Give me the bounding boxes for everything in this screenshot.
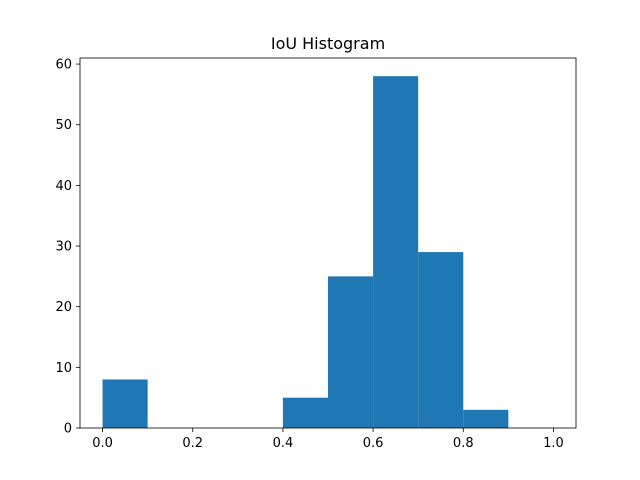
- x-tick-label: 1.0: [543, 436, 564, 451]
- histogram-bar: [463, 409, 509, 428]
- histogram-bars: [102, 76, 509, 429]
- y-axis: 0 10 20 30 40 50 60: [55, 58, 80, 437]
- x-tick-label: 0.0: [92, 436, 113, 451]
- histogram-bar: [102, 379, 148, 428]
- x-tick-label: 0.4: [273, 436, 294, 451]
- x-tick-label: 0.8: [453, 436, 474, 451]
- histogram-bar: [328, 276, 374, 428]
- x-axis: 0.0 0.2 0.4 0.6 0.8 1.0: [92, 428, 564, 451]
- x-tick-label: 0.2: [182, 436, 203, 451]
- x-tick-label: 0.6: [363, 436, 384, 451]
- y-tick-label: 60: [55, 58, 72, 73]
- y-tick-label: 30: [55, 240, 72, 255]
- y-tick-label: 20: [55, 300, 72, 315]
- histogram-bar: [282, 397, 328, 428]
- chart-title: IoU Histogram: [271, 34, 385, 53]
- histogram-bar: [373, 76, 419, 429]
- y-tick-label: 0: [64, 422, 72, 437]
- histogram-bar: [418, 252, 464, 428]
- y-tick-label: 40: [55, 179, 72, 194]
- y-tick-label: 10: [55, 361, 72, 376]
- y-tick-label: 50: [55, 118, 72, 133]
- plot-area-frame: [79, 57, 577, 429]
